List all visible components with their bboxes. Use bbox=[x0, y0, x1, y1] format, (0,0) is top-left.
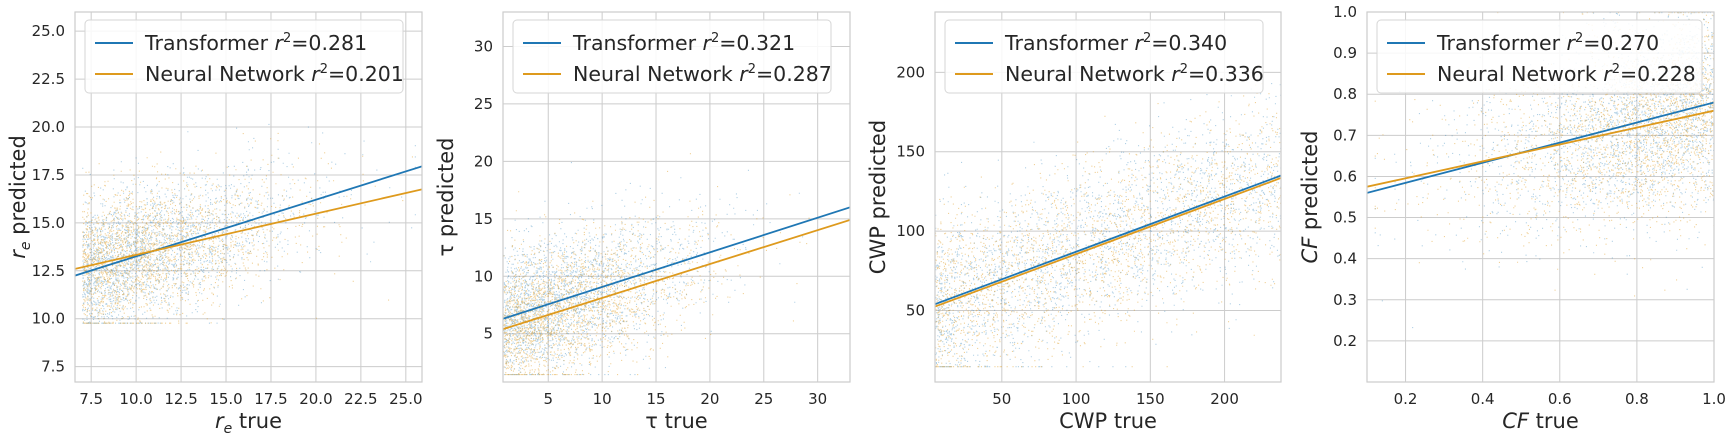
scatter-points-transformer bbox=[503, 162, 804, 376]
y-tick-label: 25 bbox=[474, 95, 493, 113]
y-tick-label: 22.5 bbox=[32, 70, 65, 88]
x-tick-label: 0.2 bbox=[1394, 390, 1418, 408]
fit-line-neural-network bbox=[503, 219, 850, 331]
y-tick-label: 5 bbox=[483, 325, 493, 343]
fit-line-neural-network bbox=[1367, 109, 1714, 188]
scatter-points-transformer bbox=[935, 83, 1281, 368]
legend-label: Neural Network r2=0.228 bbox=[1437, 62, 1696, 86]
y-tick-label: 15 bbox=[474, 210, 493, 228]
plot-frame bbox=[1366, 11, 1715, 383]
fit-line-neural-network bbox=[75, 188, 422, 270]
x-tick-label: 17.5 bbox=[254, 390, 287, 408]
plot-frame bbox=[74, 11, 423, 383]
x-axis-label: τ true bbox=[645, 409, 707, 433]
fit-line-transformer bbox=[935, 174, 1281, 306]
x-tick-label: 7.5 bbox=[79, 390, 103, 408]
legend-label: Transformer r2=0.270 bbox=[1436, 31, 1659, 55]
y-axis-label: re predicted bbox=[6, 135, 34, 259]
scatter-points bbox=[82, 88, 416, 324]
y-tick-label: 20.0 bbox=[32, 118, 65, 136]
y-tick-label: 50 bbox=[906, 302, 925, 320]
x-tick-label: 25.0 bbox=[389, 390, 422, 408]
legend-label: Transformer r2=0.340 bbox=[1004, 31, 1227, 55]
y-tick-label: 20 bbox=[474, 152, 493, 170]
y-tick-label: 10 bbox=[474, 267, 493, 285]
x-tick-label: 15 bbox=[646, 390, 665, 408]
fit-line-transformer bbox=[1367, 101, 1714, 194]
fit-line-transformer bbox=[75, 165, 422, 277]
x-tick-label: 200 bbox=[1210, 390, 1239, 408]
y-tick-label: 12.5 bbox=[32, 262, 65, 280]
scatter-points bbox=[503, 153, 810, 376]
chart-panel-3: 50 100 150 200 50 100 150 200 CWP true CWP predic… bbox=[866, 11, 1282, 433]
y-tick-label: 10.0 bbox=[32, 310, 65, 328]
y-tick-label: 0.2 bbox=[1333, 332, 1357, 350]
x-tick-label: 0.8 bbox=[1625, 390, 1649, 408]
legend-label: Transformer r2=0.281 bbox=[144, 31, 367, 55]
x-tick-label: 30 bbox=[808, 390, 827, 408]
x-tick-label: 25 bbox=[754, 390, 773, 408]
plot-frame bbox=[934, 11, 1282, 383]
legend-label: Transformer r2=0.321 bbox=[572, 31, 795, 55]
y-tick-label: 0.3 bbox=[1333, 291, 1357, 309]
y-tick-label: 17.5 bbox=[32, 166, 65, 184]
fit-line-neural-network bbox=[935, 177, 1281, 308]
y-tick-label: 200 bbox=[896, 63, 925, 81]
plot-frame bbox=[502, 11, 851, 383]
y-tick-label: 150 bbox=[896, 143, 925, 161]
chart-panel-1: 7.5 10.0 12.5 15.0 17.5 20.0 22.5 25.0 7.5 10.0 12… bbox=[6, 11, 423, 437]
x-tick-label: 20.0 bbox=[299, 390, 332, 408]
legend: Transformer r2=0.321 Neural Network r2=0.… bbox=[512, 19, 832, 94]
legend: Transformer r2=0.340 Neural Network r2=0.… bbox=[944, 19, 1264, 94]
legend-label: Neural Network r2=0.336 bbox=[1005, 62, 1264, 86]
x-axis-label: re true bbox=[215, 409, 282, 437]
x-tick-label: 50 bbox=[992, 390, 1011, 408]
y-tick-label: 100 bbox=[896, 222, 925, 240]
x-tick-label: 100 bbox=[1062, 390, 1091, 408]
y-tick-label: 0.8 bbox=[1333, 85, 1357, 103]
x-tick-label: 150 bbox=[1136, 390, 1165, 408]
x-tick-label: 5 bbox=[543, 390, 553, 408]
x-tick-label: 12.5 bbox=[164, 390, 197, 408]
y-tick-label: 15.0 bbox=[32, 214, 65, 232]
y-tick-label: 30 bbox=[474, 37, 493, 55]
legend-label: Neural Network r2=0.287 bbox=[573, 62, 832, 86]
x-tick-label: 15.0 bbox=[209, 390, 242, 408]
y-tick-label: 0.6 bbox=[1333, 167, 1357, 185]
legend: Transformer r2=0.281 Neural Network r2=0.… bbox=[84, 19, 404, 94]
x-tick-label: 10 bbox=[593, 390, 612, 408]
y-axis-label: CF predicted bbox=[1298, 130, 1322, 263]
legend-label: Neural Network r2=0.201 bbox=[145, 62, 404, 86]
y-tick-label: 7.5 bbox=[41, 358, 65, 376]
y-axis-label: τ predicted bbox=[434, 138, 458, 257]
scatter-points-transformer bbox=[82, 88, 416, 324]
x-tick-label: 0.4 bbox=[1471, 390, 1495, 408]
x-tick-label: 0.6 bbox=[1548, 390, 1572, 408]
y-tick-label: 25.0 bbox=[32, 22, 65, 40]
x-axis-label: CWP true bbox=[1059, 409, 1157, 433]
y-tick-label: 0.4 bbox=[1333, 250, 1357, 268]
y-tick-label: 0.5 bbox=[1333, 209, 1357, 227]
x-tick-label: 1.0 bbox=[1702, 390, 1726, 408]
x-axis-label: CF true bbox=[1502, 409, 1579, 433]
x-tick-label: 20 bbox=[700, 390, 719, 408]
scatter-points bbox=[935, 64, 1281, 368]
chart-panel-4: 0.2 0.4 0.6 0.8 1.0 0.2 0.3 0.4 0.5 0.6 0.7 0.8 0.9 1… bbox=[1298, 3, 1726, 433]
legend: Transformer r2=0.270 Neural Network r2=0.… bbox=[1376, 19, 1703, 94]
y-tick-label: 0.9 bbox=[1333, 44, 1357, 62]
x-tick-label: 22.5 bbox=[344, 390, 377, 408]
y-tick-label: 0.7 bbox=[1333, 126, 1357, 144]
scatter-points-neural-network bbox=[82, 132, 413, 324]
y-tick-label: 1.0 bbox=[1333, 3, 1357, 21]
chart-panel-2: 5 10 15 20 25 30 5 10 15 20 25 30 τ true τ predicted T… bbox=[434, 11, 851, 433]
x-tick-label: 10.0 bbox=[119, 390, 152, 408]
fit-line-transformer bbox=[503, 206, 850, 320]
y-axis-label: CWP predicted bbox=[866, 120, 890, 274]
